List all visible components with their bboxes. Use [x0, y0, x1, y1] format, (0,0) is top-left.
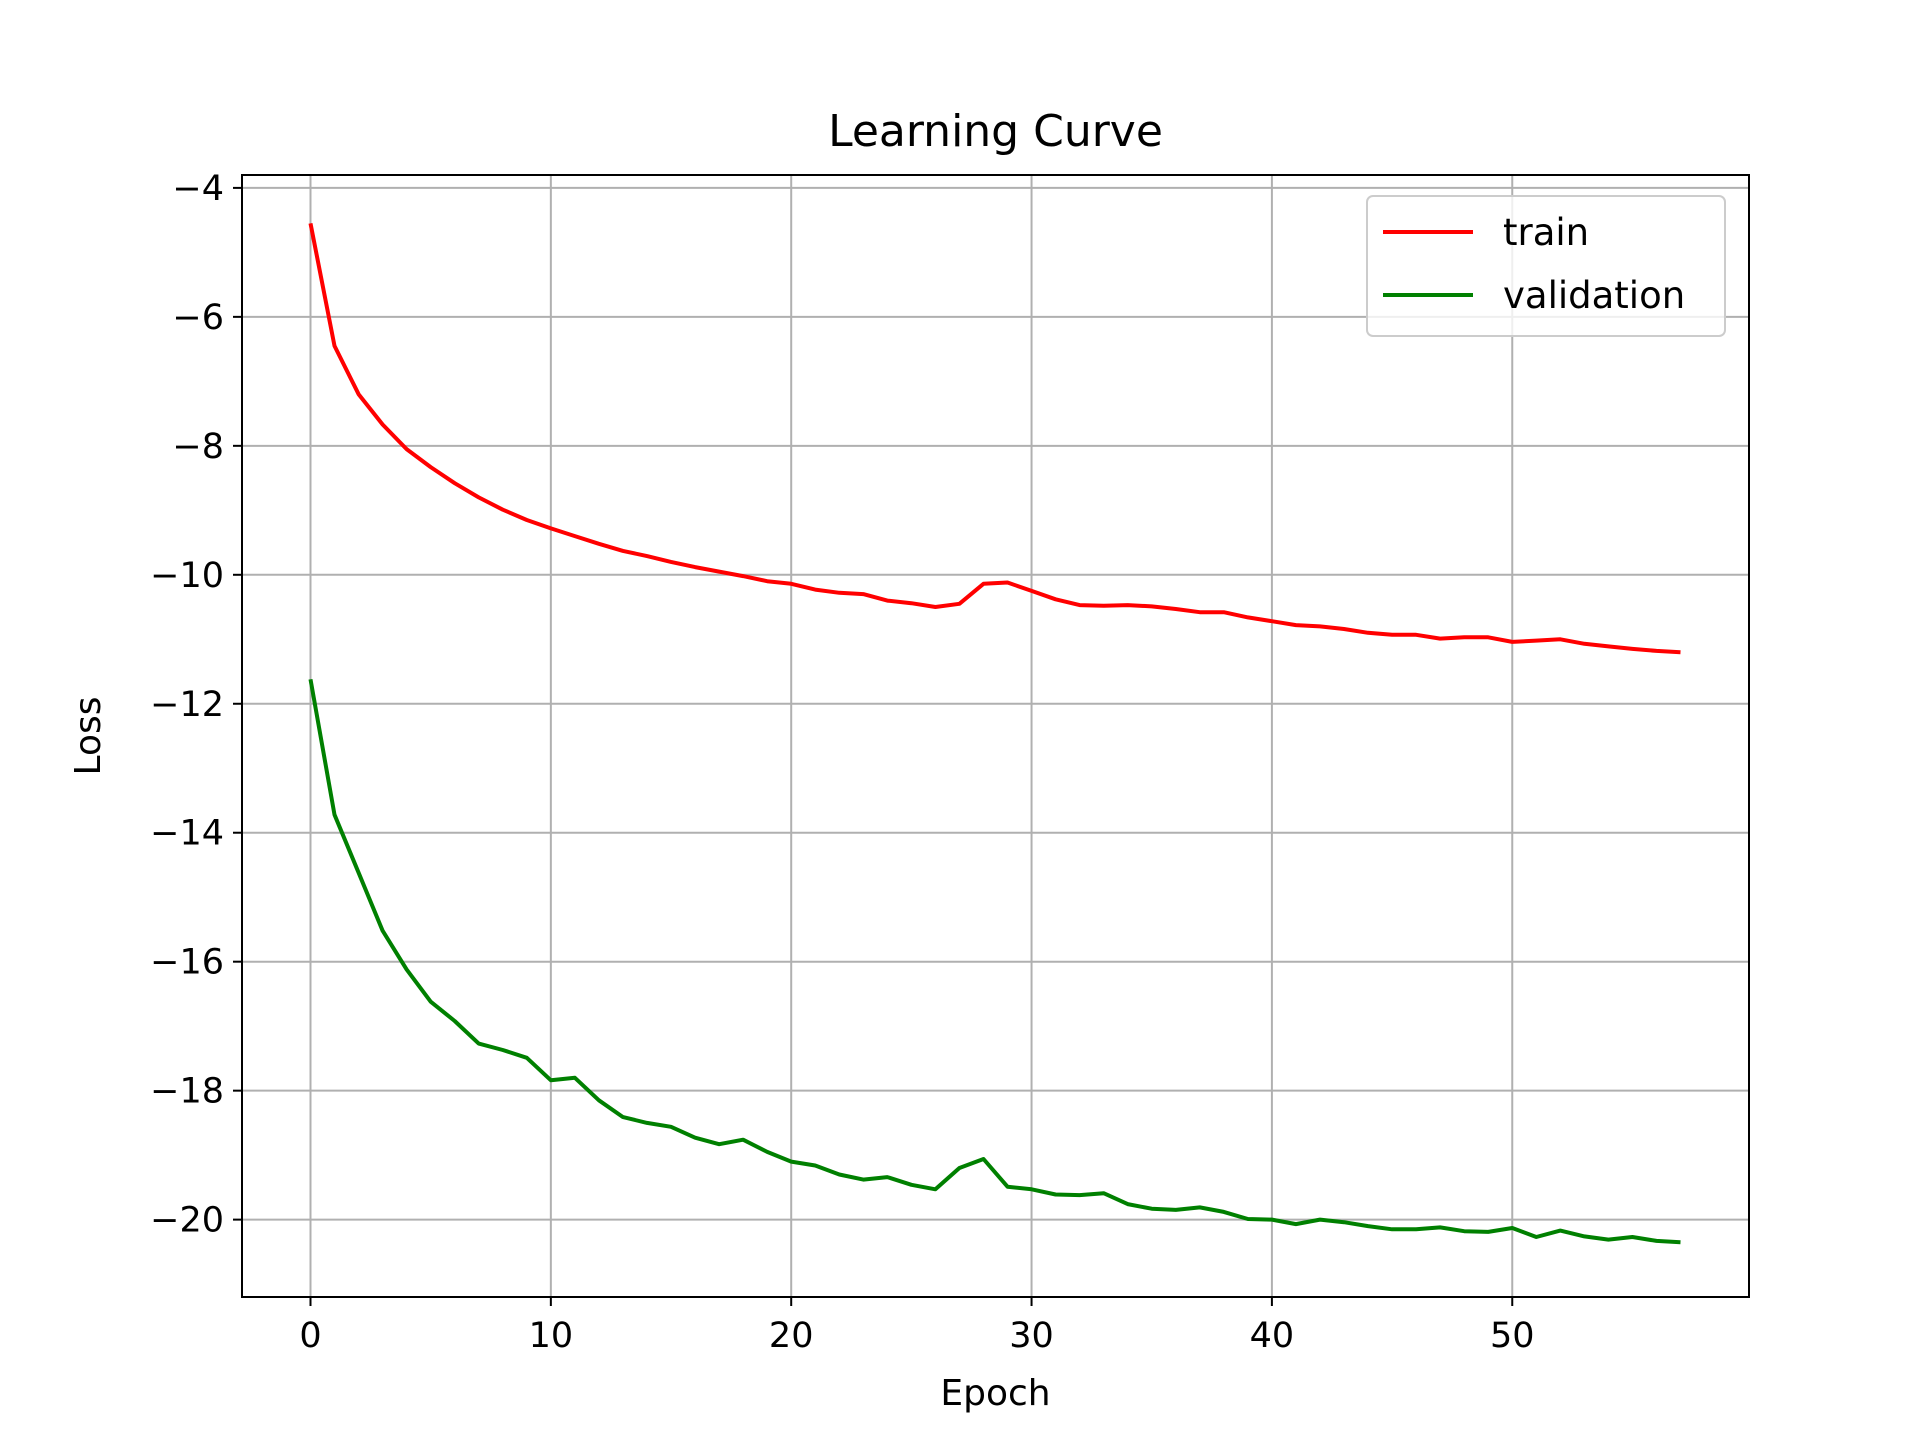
y-tick-label: −14	[150, 814, 224, 854]
y-tick-label: −4	[172, 169, 224, 209]
x-tick-label: 10	[529, 1316, 574, 1356]
chart-title: Learning Curve	[828, 106, 1163, 157]
y-axis-label: Loss	[68, 697, 109, 776]
y-tick-label: −20	[150, 1201, 224, 1241]
legend-label-validation: validation	[1503, 274, 1685, 317]
x-tick-label: 30	[1009, 1316, 1054, 1356]
ticks: 0 10 20 30 40 50 −20 −18 −16 −14 −12 −10 −8 −6 −4	[150, 169, 1534, 1356]
plot-frame	[241, 174, 1750, 1298]
x-axis-label: Epoch	[940, 1373, 1050, 1414]
y-tick-label: −12	[150, 685, 224, 725]
x-tick-label: 50	[1490, 1316, 1535, 1356]
legend-label-train: train	[1503, 211, 1589, 254]
grid	[242, 175, 1749, 1297]
y-tick-label: −18	[150, 1072, 224, 1112]
x-tick-label: 20	[769, 1316, 814, 1356]
legend: train validation	[1366, 195, 1726, 337]
y-tick-label: −8	[172, 427, 224, 467]
series-line-train	[308, 223, 1681, 655]
x-tick-label: 40	[1250, 1316, 1295, 1356]
y-tick-label: −10	[150, 556, 224, 596]
x-tick-label: 0	[299, 1316, 321, 1356]
y-tick-label: −16	[150, 943, 224, 983]
y-tick-label: −6	[172, 298, 224, 338]
series-line-validation	[308, 678, 1681, 1245]
series-layer	[308, 223, 1681, 1245]
